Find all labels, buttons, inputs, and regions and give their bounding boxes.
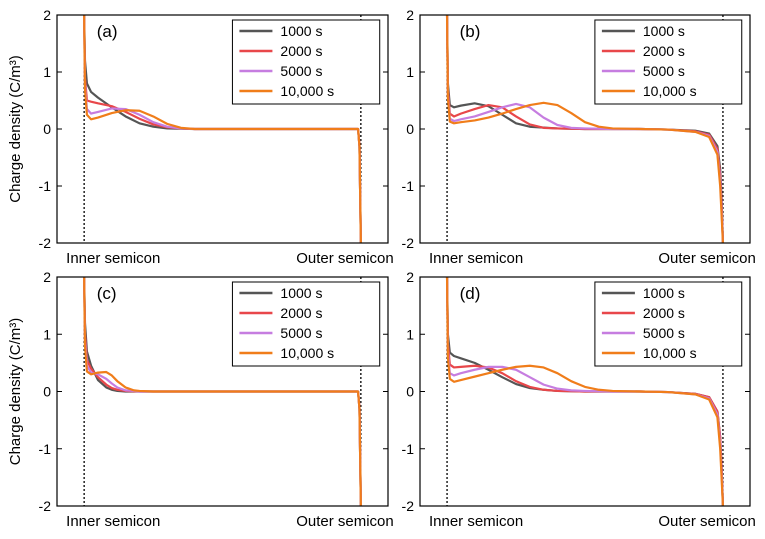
legend-label: 5000 s xyxy=(280,325,322,341)
legend-label: 10,000 s xyxy=(643,345,697,361)
series-line-4 xyxy=(83,15,362,243)
x-tick-label-inner: Inner semicon xyxy=(429,250,523,267)
legend-label: 10,000 s xyxy=(280,345,334,361)
legend-label: 1000 s xyxy=(280,23,322,39)
legend-label: 1000 s xyxy=(643,23,685,39)
y-tick-label: 0 xyxy=(43,121,51,137)
y-tick-label: -1 xyxy=(402,178,415,194)
y-tick-label: -1 xyxy=(39,178,52,194)
y-tick-label: -2 xyxy=(402,235,415,251)
series-line-4 xyxy=(83,277,362,506)
y-tick-label: -2 xyxy=(402,498,415,514)
legend-label: 5000 s xyxy=(643,325,685,341)
y-tick-label: -1 xyxy=(402,441,415,457)
series-group xyxy=(445,277,725,506)
x-tick-label-outer: Outer semicon xyxy=(296,250,394,267)
legend-label: 2000 s xyxy=(643,305,685,321)
y-axis-label: Charge density (C/m³) xyxy=(7,55,24,203)
y-tick-label: 1 xyxy=(43,326,51,342)
chart-panel-3: -2 -1 0 1 2 Inner semicon Outer semicon (c) 1000… xyxy=(7,269,394,530)
x-tick-label-outer: Outer semicon xyxy=(658,250,756,267)
y-tick-label: 1 xyxy=(43,64,51,80)
legend-label: 5000 s xyxy=(643,63,685,79)
y-tick-label: 2 xyxy=(406,7,414,23)
y-tick-label: -2 xyxy=(39,498,52,514)
legend-label: 2000 s xyxy=(280,305,322,321)
y-tick-label: 0 xyxy=(43,384,51,400)
chart-panel-4: -2 -1 0 1 2 Inner semicon Outer semicon (d) 1000… xyxy=(402,269,756,530)
chart-panel-1: -2 -1 0 1 2 Inner semicon Outer semicon (a) 1000… xyxy=(7,7,394,267)
chart-panel-2: -2 -1 0 1 2 Inner semicon Outer semicon (b) 1000… xyxy=(402,7,756,267)
y-tick-label: 2 xyxy=(406,269,414,285)
panel-title: (c) xyxy=(97,284,117,303)
legend-box xyxy=(231,281,381,367)
y-tick-label: 0 xyxy=(406,121,414,137)
series-line-4 xyxy=(445,15,725,243)
y-axis-label: Charge density (C/m³) xyxy=(7,318,24,466)
legend-label: 5000 s xyxy=(280,63,322,79)
y-tick-label: 2 xyxy=(43,269,51,285)
x-tick-label-outer: Outer semicon xyxy=(658,513,756,530)
panel-title: (b) xyxy=(460,22,481,41)
series-group xyxy=(83,15,362,243)
legend-label: 2000 s xyxy=(280,43,322,59)
legend-label: 10,000 s xyxy=(280,83,334,99)
panel-title: (d) xyxy=(460,284,481,303)
x-tick-label-outer: Outer semicon xyxy=(296,513,394,530)
y-tick-label: 1 xyxy=(406,326,414,342)
panel-title: (a) xyxy=(97,22,118,41)
series-group xyxy=(83,277,362,506)
legend-label: 10,000 s xyxy=(643,83,697,99)
series-group xyxy=(445,15,725,243)
legend-label: 2000 s xyxy=(643,43,685,59)
x-tick-label-inner: Inner semicon xyxy=(66,250,160,267)
y-tick-label: 0 xyxy=(406,384,414,400)
y-tick-label: 2 xyxy=(43,7,51,23)
series-line-4 xyxy=(445,277,725,506)
x-tick-label-inner: Inner semicon xyxy=(66,513,160,530)
x-tick-label-inner: Inner semicon xyxy=(429,513,523,530)
y-tick-label: -2 xyxy=(39,235,52,251)
y-tick-label: -1 xyxy=(39,441,52,457)
y-tick-label: 1 xyxy=(406,64,414,80)
legend-label: 1000 s xyxy=(280,285,322,301)
legend-label: 1000 s xyxy=(643,285,685,301)
